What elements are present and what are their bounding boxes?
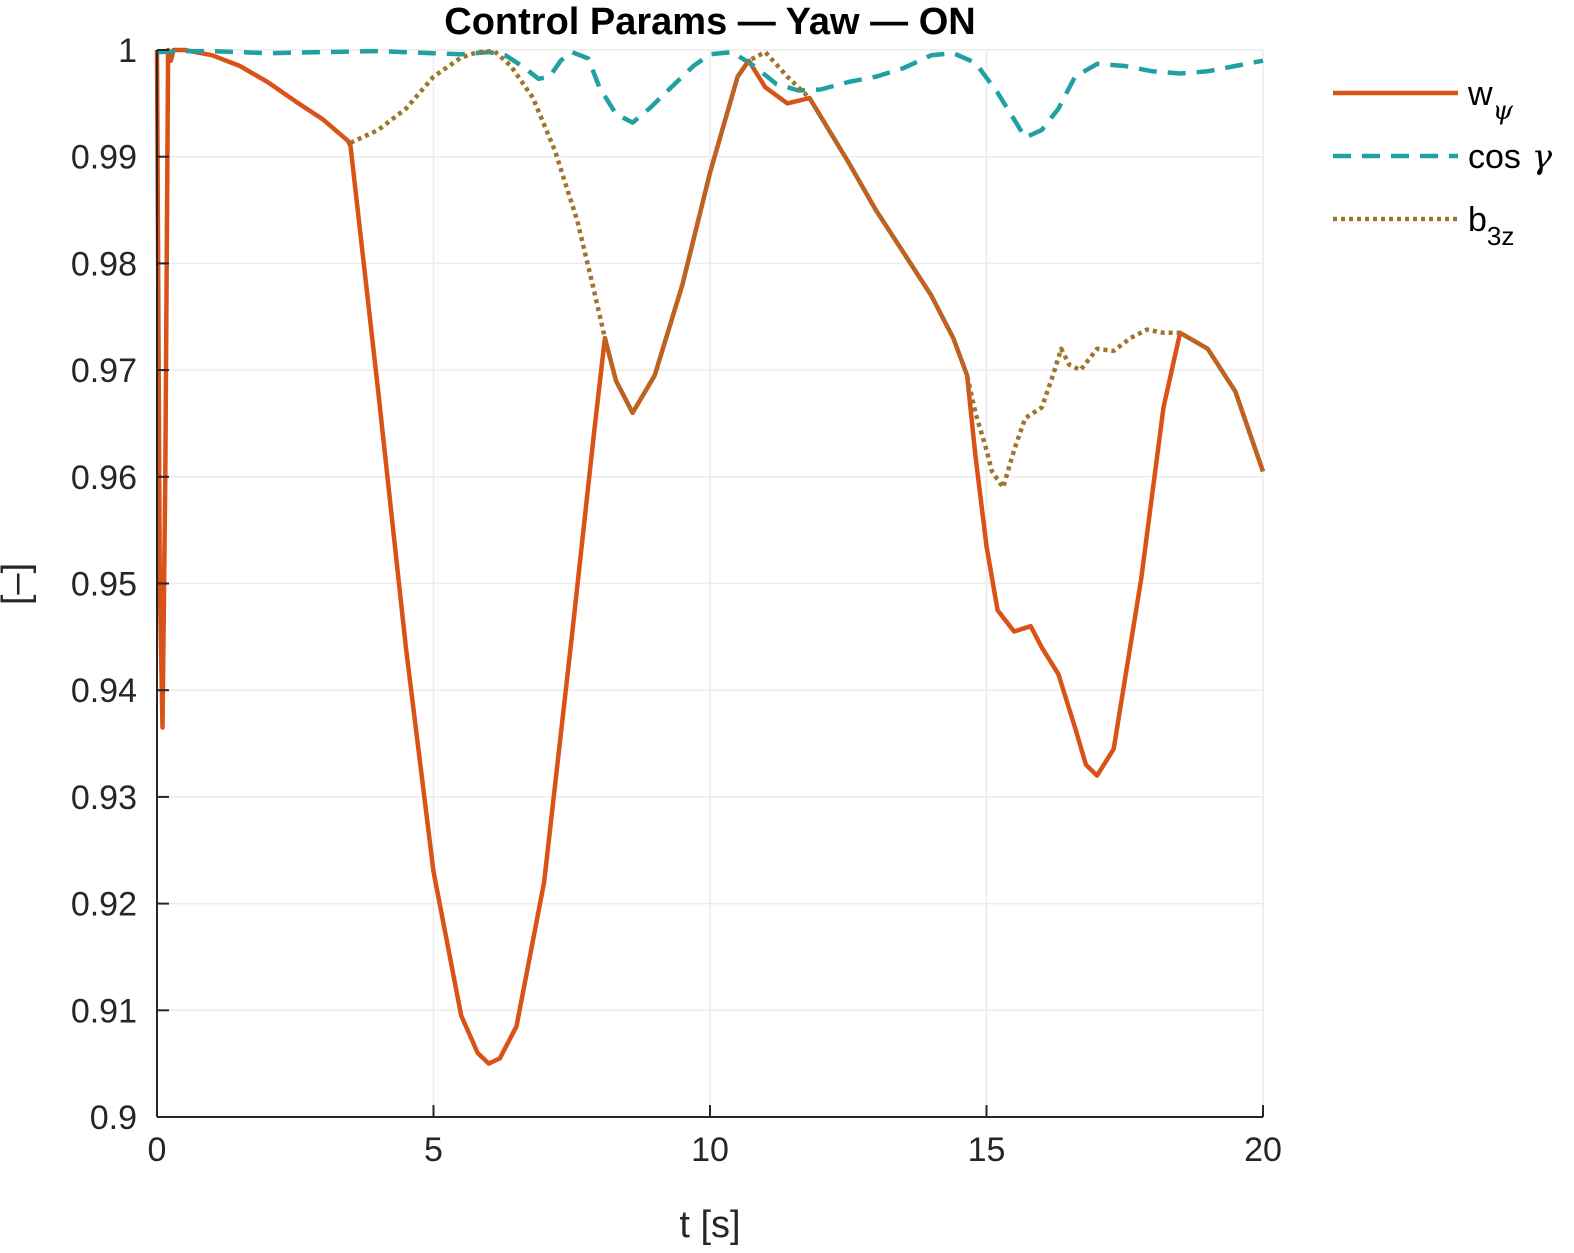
legend-label-1: wψ	[1467, 75, 1514, 126]
y-tick-label: 0.99	[71, 139, 137, 177]
x-axis-label: t [s]	[679, 1204, 740, 1246]
series-line-2	[156, 48, 1264, 140]
x-tick-label: 10	[691, 1131, 729, 1169]
series-line-3	[349, 48, 1266, 490]
y-tick-label: 1	[118, 32, 137, 70]
grid-lines	[156, 49, 1264, 1118]
y-axis-label: [–]	[0, 563, 37, 605]
y-tick-label: 0.93	[71, 779, 137, 817]
axes: 0 5 10 15 20 0.9 0.91 0.92 0.93 0.94 0.95 0.96 0.97 0…	[71, 32, 1282, 1169]
x-tick-label: 5	[424, 1131, 443, 1169]
x-tick-label: 0	[148, 1131, 167, 1169]
y-tick-label: 0.91	[71, 992, 137, 1030]
y-tick-label: 0.9	[90, 1099, 137, 1137]
legend-label-2: cos γ	[1468, 137, 1553, 177]
x-tick-label: 15	[968, 1131, 1006, 1169]
series-layer	[154, 47, 1266, 1066]
legend: wψ cos γ b3z	[1333, 75, 1553, 251]
y-tick-label: 0.95	[71, 566, 137, 604]
y-tick-label: 0.98	[71, 245, 137, 283]
chart-title: Control Params — Yaw — ON	[444, 1, 975, 43]
y-tick-label: 0.94	[71, 672, 137, 710]
legend-label-3: b3z	[1468, 201, 1514, 251]
y-tick-label: 0.97	[71, 352, 137, 390]
y-tick-label: 0.96	[71, 459, 137, 497]
x-tick-label: 20	[1244, 1131, 1282, 1169]
y-tick-label: 0.92	[71, 886, 137, 924]
